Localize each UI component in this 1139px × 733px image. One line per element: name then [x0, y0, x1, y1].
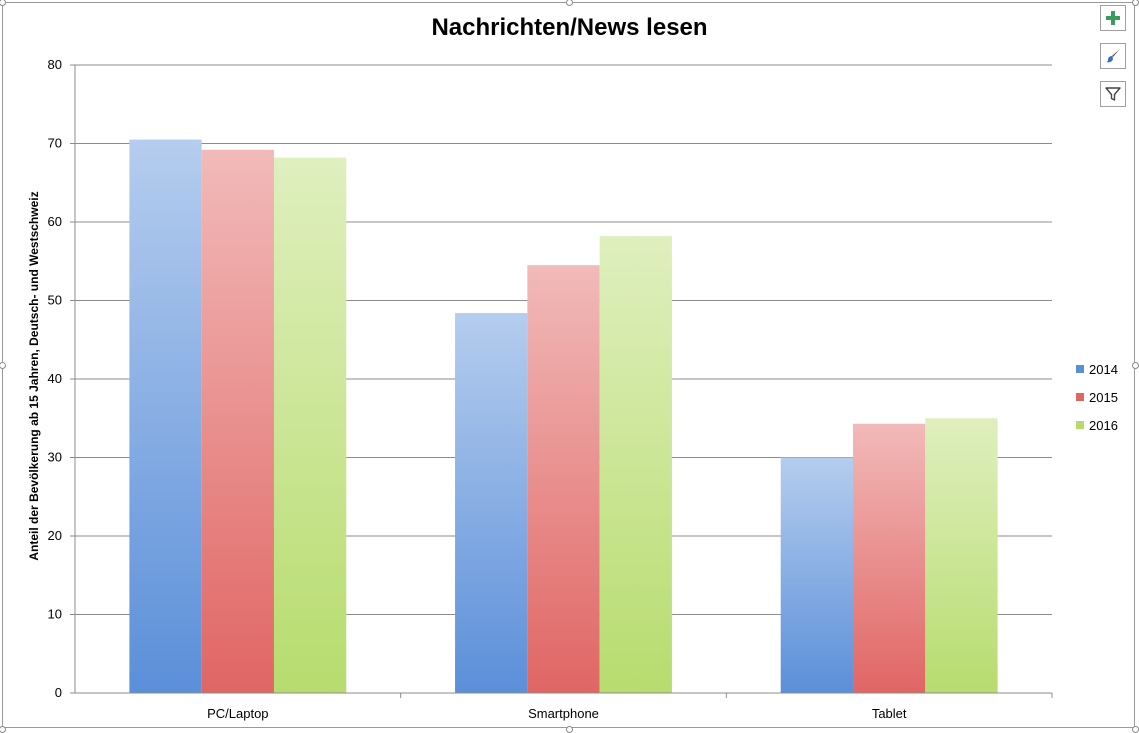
bar-2014-pc-laptop[interactable]: [129, 139, 202, 693]
x-tick-label: Smartphone: [528, 706, 599, 721]
resize-handle-top-left[interactable]: [0, 0, 6, 6]
chart-styles-brush-icon: [1106, 49, 1120, 63]
bar-2016-tablet[interactable]: [925, 418, 998, 693]
bar-2014-tablet[interactable]: [780, 457, 854, 694]
y-tick-label: 20: [48, 528, 62, 543]
bar-2015-tablet[interactable]: [853, 423, 926, 693]
bar-2015-smartphone[interactable]: [527, 265, 600, 693]
y-tick-label: 80: [48, 57, 62, 72]
legend-label: 2016: [1089, 417, 1118, 433]
y-tick-label: 0: [55, 685, 62, 700]
bar-2016-pc-laptop[interactable]: [273, 157, 347, 693]
legend-swatch: [1076, 365, 1084, 373]
resize-handle-middle-left[interactable]: [0, 362, 6, 369]
bar-2015-pc-laptop[interactable]: [201, 149, 274, 693]
legend-item-2015[interactable]: 2015: [1076, 383, 1118, 411]
legend-swatch: [1076, 421, 1084, 429]
y-tick-label: 50: [48, 293, 62, 308]
legend-label: 2015: [1089, 389, 1118, 405]
y-tick-label: 40: [48, 371, 62, 386]
bar-2014-smartphone[interactable]: [455, 313, 528, 693]
resize-handle-top-center[interactable]: [566, 0, 573, 6]
bar-2016-smartphone[interactable]: [599, 236, 672, 693]
x-tick-label: Tablet: [872, 706, 907, 721]
legend-item-2016[interactable]: 2016: [1076, 411, 1118, 439]
legend-swatch: [1076, 393, 1084, 401]
y-tick-label: 30: [48, 450, 62, 465]
chart-title[interactable]: Nachrichten/News lesen: [431, 14, 708, 41]
y-tick-label: 60: [48, 214, 62, 229]
chart-styles-button[interactable]: [1100, 43, 1126, 69]
legend[interactable]: 2014 2015 2016: [1076, 355, 1118, 439]
chart-filter-icon: [1105, 87, 1121, 101]
add-chart-element-button[interactable]: [1100, 5, 1126, 31]
legend-item-2014[interactable]: 2014: [1076, 355, 1118, 383]
y-tick-label: 70: [48, 136, 62, 151]
y-tick-label: 10: [48, 607, 62, 622]
add-chart-element-icon: [1106, 11, 1120, 25]
legend-label: 2014: [1089, 361, 1118, 377]
chart-filter-button[interactable]: [1100, 81, 1126, 107]
x-tick-label: PC/Laptop: [207, 706, 268, 721]
